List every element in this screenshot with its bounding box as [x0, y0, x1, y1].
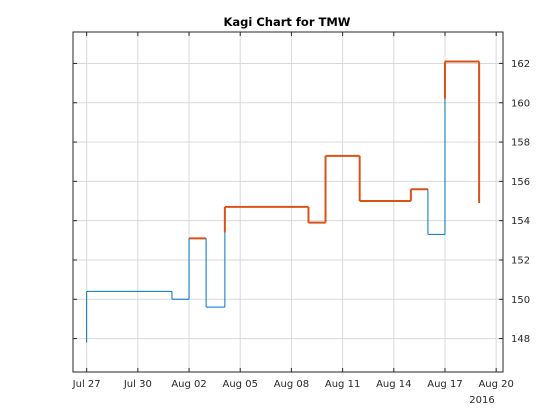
kagi-series [86, 60, 481, 343]
y-tick-label: 156 [511, 177, 530, 188]
x-tick-label: Aug 11 [325, 379, 360, 390]
x-axis-year-label: 2016 [469, 395, 494, 406]
y-tick-label: 162 [511, 59, 530, 70]
axis-ticks [73, 32, 503, 372]
x-tick-label: Jul 30 [123, 379, 152, 390]
x-tick-label: Aug 20 [478, 379, 513, 390]
x-tick-label: Aug 14 [376, 379, 411, 390]
x-tick-label: Aug 08 [274, 379, 309, 390]
y-tick-label: 158 [511, 138, 530, 149]
grid [73, 32, 503, 372]
x-tick-label: Jul 27 [72, 379, 101, 390]
x-tick-label: Aug 02 [171, 379, 206, 390]
x-tick-label: Aug 17 [427, 379, 462, 390]
x-tick-label: Aug 05 [223, 379, 258, 390]
y-tick-label: 150 [511, 295, 530, 306]
y-tick-label: 148 [511, 334, 530, 345]
axis-labels: Jul 27 Jul 30 Aug 02 Aug 05 Aug 08 Aug 11 Aug … [72, 59, 530, 390]
y-tick-label: 152 [511, 255, 530, 266]
chart-title: Kagi Chart for TMW [224, 15, 351, 29]
y-tick-label: 154 [511, 216, 530, 227]
y-tick-label: 160 [511, 98, 530, 109]
plot-area-border [72, 31, 504, 373]
